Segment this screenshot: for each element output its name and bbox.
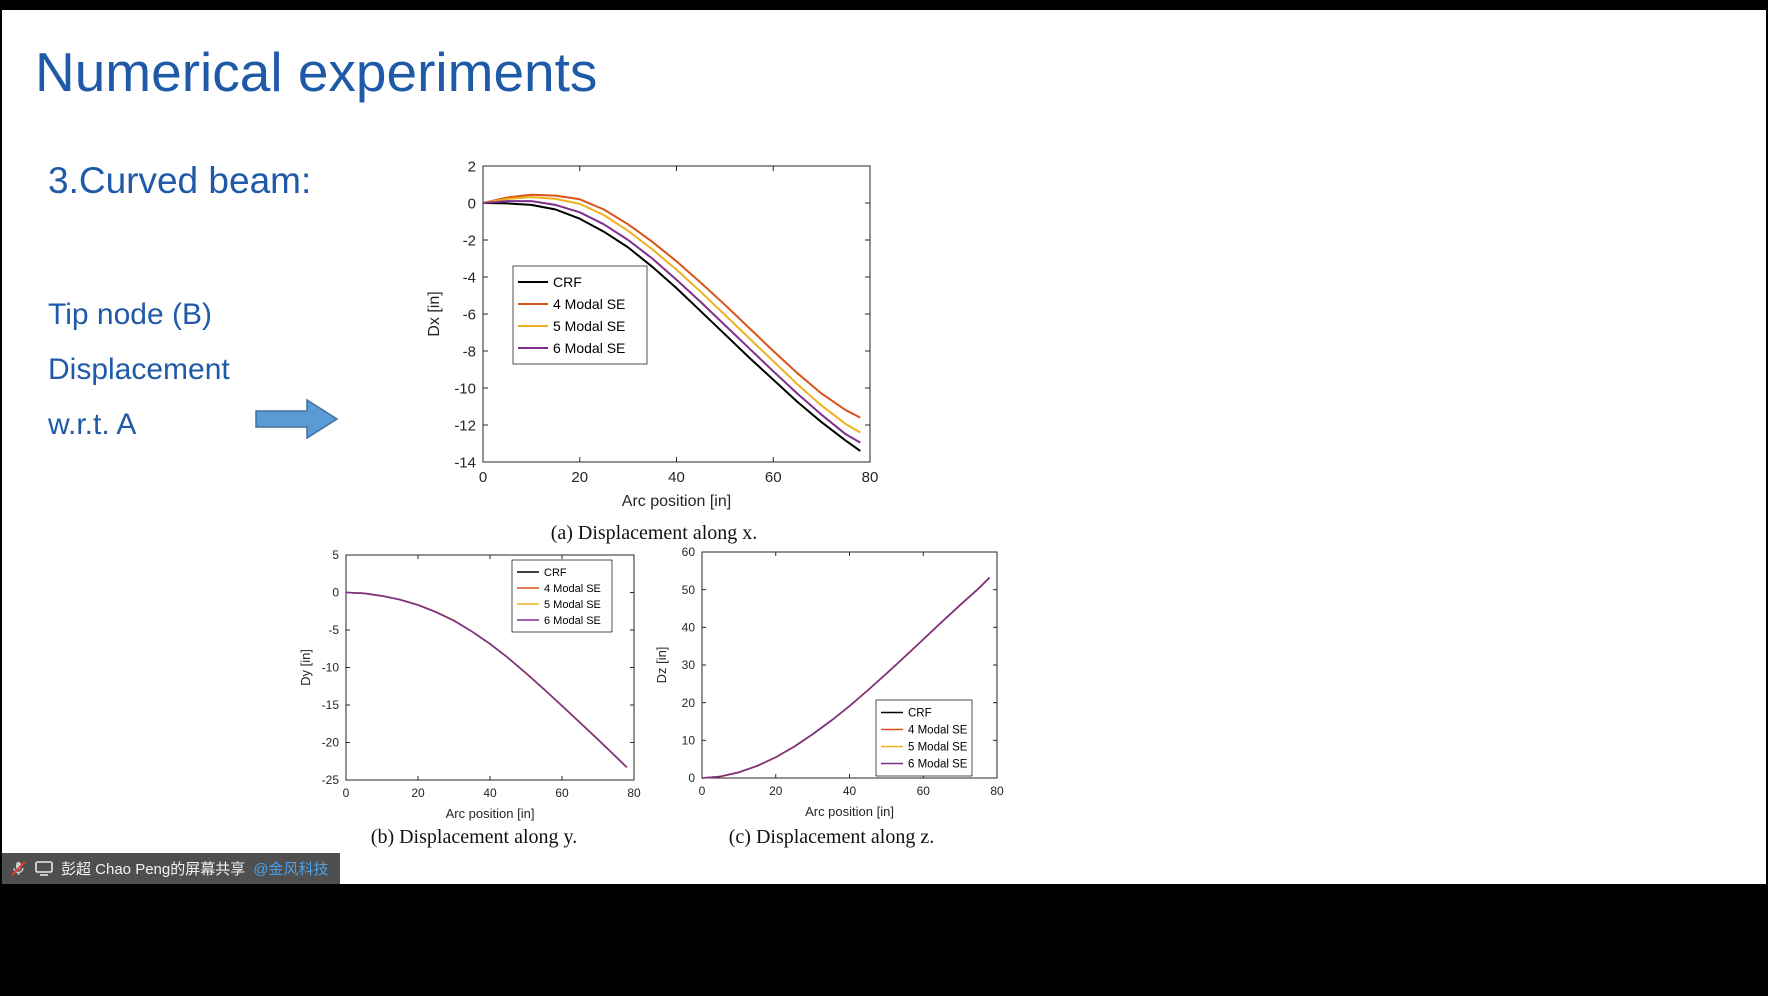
y-tick-label: 0 [688, 771, 695, 785]
right-arrow-icon [255, 398, 339, 440]
share-banner-link[interactable]: @金风科技 [253, 861, 329, 878]
chart-svg-dz: 0 20 40 60 80 0 10 20 30 40 50 60 Arc position [in] D… [654, 545, 1004, 819]
y-tick-label: -2 [463, 232, 476, 249]
share-banner-text: 彭超 Chao Peng的屏幕共享 [61, 861, 246, 878]
legend-label: 4 Modal SE [544, 583, 601, 595]
y-tick-label: 20 [682, 696, 696, 710]
legend-label: 6 Modal SE [544, 615, 601, 627]
y-tick-label: 5 [332, 548, 339, 562]
y-tick-label: -5 [328, 623, 339, 637]
x-axis-label: Arc position [in] [622, 493, 731, 510]
section-heading: 3.Curved beam: [48, 160, 312, 201]
y-tick-label: 30 [682, 658, 696, 672]
legend-label: CRF [553, 274, 582, 290]
legend: CRF 4 Modal SE 5 Modal SE 6 Modal SE [875, 699, 973, 777]
series-line-6 Modal SE [701, 576, 991, 779]
x-tick-label: 80 [990, 784, 1004, 798]
screen-share-icon [35, 861, 53, 876]
y-tick-label: -20 [322, 736, 340, 750]
x-tick-label: 0 [479, 469, 487, 486]
y-axis-label: Dx [in] [426, 291, 443, 336]
legend-label: 5 Modal SE [553, 318, 625, 334]
y-tick-label: -12 [454, 417, 476, 434]
x-axis-label: Arc position [in] [446, 806, 535, 821]
slide-title: Numerical experiments [35, 41, 598, 103]
y-tick-label: 10 [682, 734, 696, 748]
x-tick-label: 80 [862, 469, 879, 486]
x-tick-label: 40 [483, 786, 497, 800]
y-tick-label: -8 [463, 343, 476, 360]
x-tick-label: 0 [699, 784, 706, 798]
x-tick-label: 60 [917, 784, 931, 798]
legend-label: 6 Modal SE [908, 759, 968, 771]
x-tick-label: 0 [343, 786, 350, 800]
series-line-4 Modal SE [482, 193, 861, 419]
y-tick-label: 60 [682, 545, 696, 559]
y-tick-label: -4 [463, 269, 476, 286]
y-tick-label: -10 [454, 380, 476, 397]
legend-label: 5 Modal SE [544, 599, 601, 611]
caption-displacement-y: (b) Displacement along y. [370, 826, 578, 848]
x-tick-label: 20 [769, 784, 783, 798]
caption-displacement-x: (a) Displacement along x. [550, 522, 758, 544]
y-tick-label: 0 [332, 586, 339, 600]
legend-label: 6 Modal SE [553, 340, 625, 356]
presentation-slide: Numerical experiments 3.Curved beam: Tip… [2, 10, 1766, 884]
legend-label: CRF [908, 708, 932, 720]
y-axis-label: Dy [in] [299, 649, 313, 686]
y-tick-label: 50 [682, 583, 696, 597]
y-tick-label: -25 [322, 773, 340, 787]
x-tick-label: 80 [627, 786, 641, 800]
screen-share-banner: 彭超 Chao Peng的屏幕共享 @金风科技 [2, 853, 341, 884]
legend-label: 4 Modal SE [553, 296, 625, 312]
x-tick-label: 60 [555, 786, 569, 800]
x-tick-label: 60 [765, 469, 782, 486]
x-tick-label: 40 [843, 784, 857, 798]
note-wrt-a: w.r.t. A [48, 408, 137, 441]
series-line-5 Modal SE [482, 196, 861, 434]
x-tick-label: 20 [411, 786, 425, 800]
y-tick-label: 2 [468, 158, 476, 175]
y-tick-label: -10 [322, 661, 340, 675]
caption-displacement-z: (c) Displacement along z. [728, 826, 935, 848]
chart-svg-dy: 0 20 40 60 80 5 0 -5 -10 -15 -20 -25 Arc position [i… [298, 548, 641, 821]
legend-label: 5 Modal SE [908, 742, 968, 754]
mic-muted-icon [11, 861, 26, 876]
x-axis-label: Arc position [in] [805, 804, 894, 819]
y-tick-label: -6 [463, 306, 476, 323]
chart-displacement-z: 0 20 40 60 80 0 10 20 30 40 50 60 Arc position [in] D… [654, 540, 1009, 830]
y-tick-label: 0 [468, 195, 476, 212]
series-line-CRF [482, 202, 861, 452]
chart-displacement-x: 0 20 40 60 80 2 0 -2 -4 -6 -8 -10 -12 -14 Arc position… [414, 146, 894, 521]
x-tick-label: 40 [668, 469, 685, 486]
note-displacement: Displacement [48, 353, 230, 386]
legend: CRF 4 Modal SE 5 Modal SE 6 Modal SE [512, 265, 648, 365]
series-line-6 Modal SE [345, 591, 628, 768]
x-tick-label: 20 [571, 469, 588, 486]
series-line-6 Modal SE [482, 200, 861, 444]
y-tick-label: -14 [454, 454, 476, 471]
legend-label: 4 Modal SE [908, 725, 968, 737]
y-axis-label: Dz [in] [654, 647, 669, 684]
y-tick-label: -15 [322, 698, 340, 712]
legend: CRF 4 Modal SE 5 Modal SE 6 Modal SE [511, 559, 613, 633]
chart-displacement-y: 0 20 40 60 80 5 0 -5 -10 -15 -20 -25 Arc position [i… [298, 542, 649, 832]
legend-label: CRF [544, 567, 567, 579]
y-tick-label: 40 [682, 621, 696, 635]
note-tip-node: Tip node (B) [48, 298, 212, 331]
